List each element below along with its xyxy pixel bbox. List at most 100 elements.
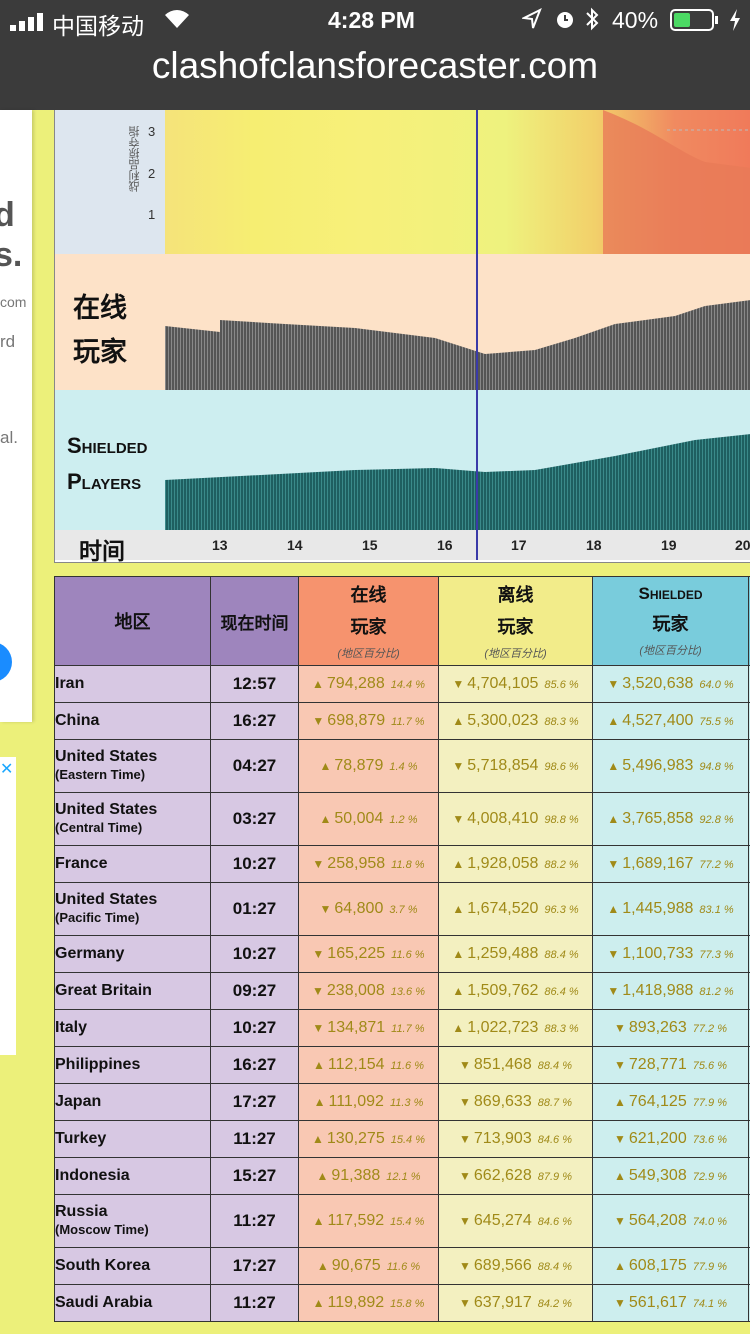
player-count: 1,022,723 (467, 1019, 539, 1036)
region-name: United States (55, 748, 158, 765)
percent-value: 87.9 % (537, 1171, 572, 1183)
value-cell: ▲ 1,674,520 96.3 % (438, 882, 593, 936)
region-name: Italy (55, 1019, 88, 1036)
table-row[interactable]: United States (Eastern Time) 04:27 ▲ 78,879 1… (54, 739, 750, 793)
down-triangle-icon: ▼ (614, 1058, 626, 1072)
down-triangle-icon: ▼ (312, 984, 324, 998)
table-row[interactable]: Iran 12:57 ▲ 794,288 14.4 % ▼ 4,704,105 85.6 % ▼… (54, 665, 750, 703)
value-cell: ▲ 764,125 77.9 % (592, 1083, 749, 1121)
table-row[interactable]: United States (Pacific Time) 01:27 ▼ 64,800 3… (54, 882, 750, 936)
loot-band: 战利品掠夺指 3 2 1 (55, 110, 750, 254)
player-count: 1,509,762 (467, 982, 539, 999)
side-card-button[interactable] (0, 642, 12, 682)
player-count: 119,892 (327, 1294, 385, 1311)
region-name: Philippines (55, 1056, 141, 1073)
value-cell: ▼ 564,208 74.0 % (592, 1194, 749, 1248)
wifi-icon (162, 6, 192, 36)
value-cell: ▼ 869,633 88.7 % (438, 1083, 593, 1121)
shielded-bars (165, 434, 750, 530)
local-time-cell: 11:27 (210, 1284, 299, 1322)
x-tick: 13 (212, 537, 228, 553)
percent-value: 72.9 % (692, 1171, 727, 1183)
header-shielded-line: 玩家 (652, 614, 689, 634)
local-time-cell: 10:27 (210, 845, 299, 883)
player-count: 112,154 (327, 1056, 385, 1073)
percent-value: 15.4 % (390, 1216, 425, 1228)
header-offline-line: 玩家 (497, 617, 534, 637)
player-count: 111,092 (328, 1093, 384, 1110)
table-row[interactable]: Russia (Moscow Time) 11:27 ▲ 117,592 15.4 % ▼ 6… (54, 1194, 750, 1248)
value-cell: ▼ 645,274 84.6 % (438, 1194, 593, 1248)
value-cell: ▲ 91,388 12.1 % (298, 1157, 439, 1195)
header-online[interactable]: 在线 玩家 (地区百分比) (298, 576, 439, 666)
player-count: 134,871 (327, 1019, 386, 1036)
player-count: 728,771 (628, 1056, 687, 1073)
header-region[interactable]: 地区 (54, 576, 211, 666)
loot-y-label: 战利品掠夺指 (129, 126, 141, 192)
up-triangle-icon: ▲ (452, 857, 465, 871)
value-cell: ▲ 5,300,023 88.3 % (438, 702, 593, 740)
value-cell: ▲ 1,445,988 83.1 % (592, 882, 749, 936)
up-triangle-icon: ▲ (316, 1169, 329, 1183)
down-triangle-icon: ▼ (614, 1132, 626, 1146)
header-local-time[interactable]: 现在时间 (210, 576, 299, 666)
clock-time: 4:28 PM (328, 7, 415, 33)
x-tick: 14 (287, 537, 303, 553)
player-count: 130,275 (326, 1130, 385, 1147)
local-time-cell: 16:27 (210, 1046, 299, 1084)
down-triangle-icon: ▼ (452, 677, 465, 691)
table-row[interactable]: Japan 17:27 ▲ 111,092 11.3 % ▼ 869,633 88.7 % ▲ 7… (54, 1083, 750, 1121)
shielded-label: Shielded Players (67, 428, 148, 500)
value-cell: ▼ 637,917 84.2 % (438, 1284, 593, 1322)
value-cell: ▲ 608,175 77.9 % (592, 1247, 749, 1285)
percent-value: 1.2 % (389, 814, 418, 826)
table-row[interactable]: Great Britain 09:27 ▼ 238,008 13.6 % ▲ 1,509,7… (54, 972, 750, 1010)
online-label-line: 玩家 (73, 337, 127, 367)
table-row[interactable]: France 10:27 ▼ 258,958 11.8 % ▲ 1,928,058 88.2 … (54, 845, 750, 883)
table-row[interactable]: Italy 10:27 ▼ 134,871 11.7 % ▲ 1,022,723 88.3 %… (54, 1009, 750, 1047)
up-triangle-icon: ▲ (312, 1214, 325, 1228)
value-cell: ▲ 1,259,488 88.4 % (438, 935, 593, 973)
down-triangle-icon: ▼ (614, 1214, 626, 1228)
up-triangle-icon: ▲ (607, 759, 620, 773)
player-count: 258,958 (327, 855, 386, 872)
percent-value: 77.9 % (692, 1097, 727, 1109)
table-row[interactable]: China 16:27 ▼ 698,879 11.7 % ▲ 5,300,023 88.3 %… (54, 702, 750, 740)
table-row[interactable]: Philippines 16:27 ▲ 112,154 11.6 % ▼ 851,468 88… (54, 1046, 750, 1084)
player-count: 764,125 (628, 1093, 687, 1110)
side-card-text: d (0, 196, 15, 234)
header-shielded[interactable]: Shielded 玩家 (地区百分比) (592, 576, 749, 666)
percent-value: 75.6 % (692, 1060, 727, 1072)
signal-icon (10, 10, 46, 37)
table-row[interactable]: United States (Central Time) 03:27 ▲ 50,004 1… (54, 792, 750, 846)
url-bar[interactable]: clashofclansforecaster.com (0, 40, 750, 110)
shielded-band: Shielded Players (55, 390, 750, 530)
region-cell: United States (Eastern Time) (54, 739, 211, 793)
region-table: 地区 现在时间 在线 玩家 (地区百分比) 离线 玩家 (地区百分比) Shie… (54, 576, 750, 1322)
status-bar: 中国移动 4:28 PM 40% (0, 0, 750, 40)
down-triangle-icon: ▼ (452, 812, 465, 826)
table-row[interactable]: Indonesia 15:27 ▲ 91,388 12.1 % ▼ 662,628 87.9 … (54, 1157, 750, 1195)
value-cell: ▼ 851,468 88.4 % (438, 1046, 593, 1084)
value-cell: ▲ 549,308 72.9 % (592, 1157, 749, 1195)
url-text: clashofclansforecaster.com (151, 45, 599, 86)
table-row[interactable]: South Korea 17:27 ▲ 90,675 11.6 % ▼ 689,566 88.… (54, 1247, 750, 1285)
player-count: 165,225 (327, 945, 386, 962)
up-triangle-icon: ▲ (312, 1132, 324, 1146)
value-cell: ▲ 4,527,400 75.5 % (592, 702, 749, 740)
carrier: 中国移动 (52, 13, 144, 39)
table-row[interactable]: Turkey 11:27 ▲ 130,275 15.4 % ▼ 713,903 84.6 % ▼… (54, 1120, 750, 1158)
header-offline[interactable]: 离线 玩家 (地区百分比) (438, 576, 593, 666)
x-tick: 20 (735, 537, 750, 553)
player-count: 4,704,105 (467, 675, 539, 692)
value-cell: ▲ 5,496,983 94.8 % (592, 739, 749, 793)
value-cell: ▲ 90,675 11.6 % (298, 1247, 439, 1285)
ad-close-icon[interactable]: ✕ (0, 761, 14, 778)
table-row[interactable]: Saudi Arabia 11:27 ▲ 119,892 15.8 % ▼ 637,917 8… (54, 1284, 750, 1322)
down-triangle-icon: ▼ (312, 857, 325, 871)
value-cell: ▼ 561,617 74.1 % (592, 1284, 749, 1322)
player-count: 869,633 (473, 1093, 532, 1110)
table-row[interactable]: Germany 10:27 ▼ 165,225 11.6 % ▲ 1,259,488 88.4… (54, 935, 750, 973)
x-tick: 17 (511, 537, 527, 553)
y-tick: 3 (148, 124, 156, 139)
